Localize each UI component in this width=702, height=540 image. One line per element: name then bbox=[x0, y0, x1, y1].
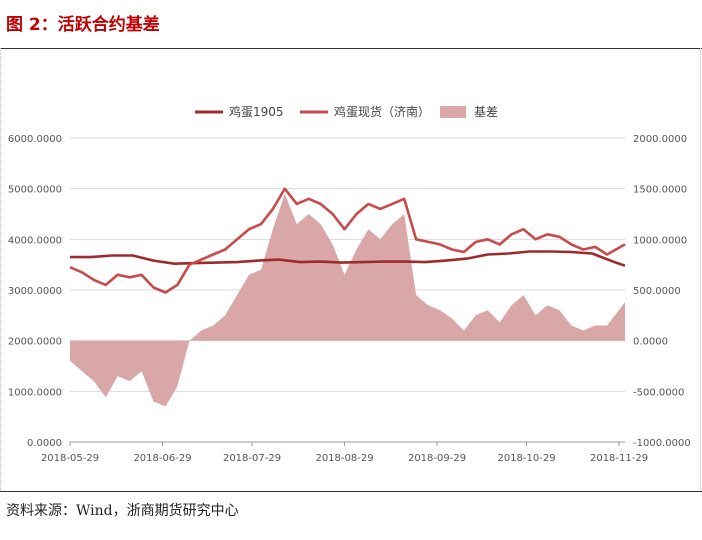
y-left-tick-label: 6000.0000 bbox=[8, 134, 62, 145]
left-axis: 6000.0000 5000.0000 4000.0000 3000.0000 2000… bbox=[8, 134, 62, 449]
legend-item-1905: 鸡蛋1905 bbox=[195, 104, 284, 119]
source-note: 资料来源：Wind，浙商期货研究中心 bbox=[6, 503, 239, 519]
series-line-spot bbox=[69, 187, 626, 294]
y-right-tick-label: -1000.0000 bbox=[633, 438, 691, 449]
chart-legend: 鸡蛋1905 鸡蛋现货（济南） 基差 bbox=[195, 104, 498, 119]
x-tick-label: 2018-07-29 bbox=[223, 453, 281, 464]
figure-title: 图 2：活跃合约基差 bbox=[6, 15, 160, 35]
y-right-tick-label: 500.0000 bbox=[633, 286, 681, 297]
top-rule bbox=[0, 48, 702, 49]
y-left-tick-label: 3000.0000 bbox=[8, 286, 62, 297]
x-tick-label: 2018-05-29 bbox=[41, 453, 99, 464]
x-tick-label: 2018-10-29 bbox=[497, 453, 555, 464]
y-right-tick-label: 2000.0000 bbox=[633, 134, 687, 145]
y-right-tick-label: 1000.0000 bbox=[633, 235, 687, 246]
x-tick-label: 2018-08-29 bbox=[315, 453, 373, 464]
x-axis: 2018-05-29 2018-06-29 2018-07-29 2018-08-29… bbox=[41, 441, 648, 464]
x-tick-label: 2018-11-29 bbox=[590, 453, 648, 464]
y-left-tick-label: 0.0000 bbox=[27, 438, 62, 449]
y-right-tick-label: 1500.0000 bbox=[633, 185, 687, 196]
legend-label: 鸡蛋1905 bbox=[229, 104, 284, 119]
x-tick-label: 2018-09-29 bbox=[408, 453, 466, 464]
y-right-tick-label: -500.0000 bbox=[633, 387, 684, 398]
price-lines-layer bbox=[69, 187, 626, 294]
y-left-tick-label: 2000.0000 bbox=[8, 337, 62, 348]
right-border bbox=[700, 48, 701, 491]
legend-label: 基差 bbox=[474, 105, 498, 119]
legend-item-spot: 鸡蛋现货（济南） bbox=[300, 104, 430, 119]
y-right-tick-label: 0.0000 bbox=[633, 337, 668, 348]
bottom-rule bbox=[0, 491, 702, 492]
left-border bbox=[0, 48, 1, 491]
basis-area bbox=[70, 193, 625, 407]
legend-label: 鸡蛋现货（济南） bbox=[334, 104, 430, 119]
legend-swatch bbox=[440, 106, 466, 118]
chart-canvas: 鸡蛋1905 鸡蛋现货（济南） 基差 6000.0000 5000.0000 4000.… bbox=[8, 104, 691, 464]
legend-item-basis: 基差 bbox=[440, 105, 498, 119]
y-left-tick-label: 5000.0000 bbox=[8, 185, 62, 196]
y-left-tick-label: 4000.0000 bbox=[8, 235, 62, 246]
y-left-tick-label: 1000.0000 bbox=[8, 387, 62, 398]
basis-area-layer bbox=[70, 193, 625, 407]
right-axis: 2000.0000 1500.0000 1000.0000 500.0000 0.000… bbox=[633, 134, 691, 449]
series-line-1905 bbox=[70, 250, 626, 267]
x-tick-label: 2018-06-29 bbox=[133, 453, 191, 464]
